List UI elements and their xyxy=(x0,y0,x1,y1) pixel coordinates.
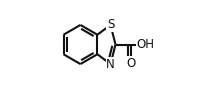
Text: N: N xyxy=(106,58,115,71)
Text: S: S xyxy=(107,18,114,31)
Text: O: O xyxy=(126,57,135,70)
Text: OH: OH xyxy=(137,38,155,51)
